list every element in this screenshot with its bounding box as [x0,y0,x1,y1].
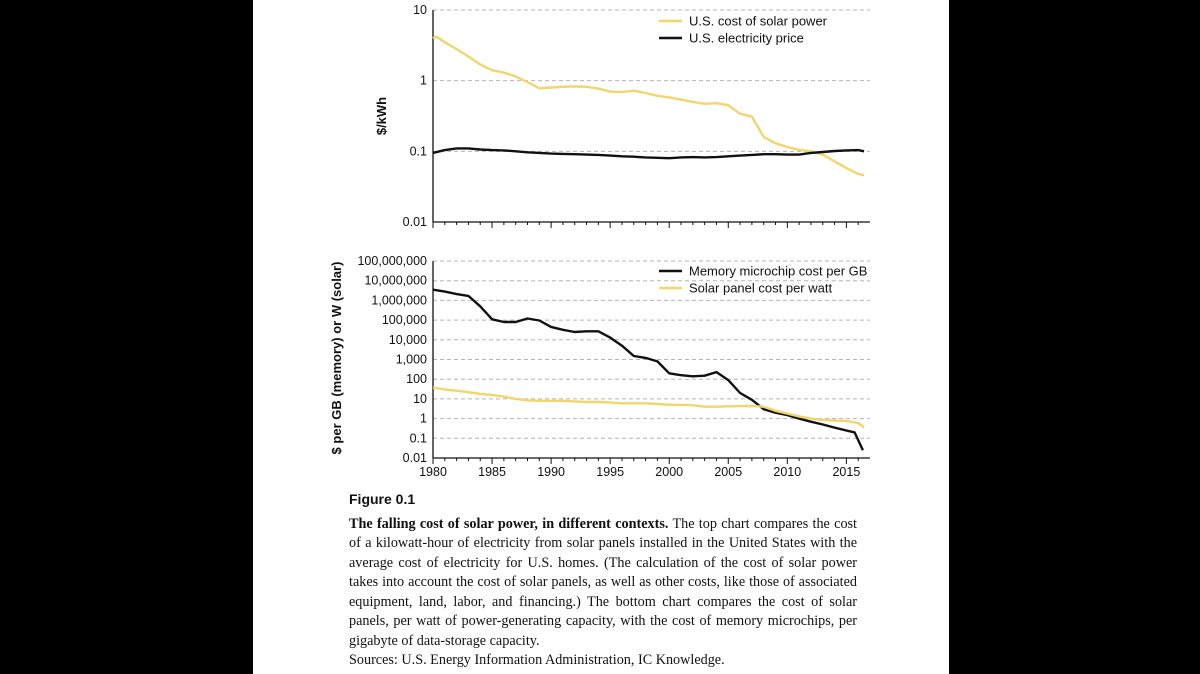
y-axis-label: $ per GB (memory) or W (solar) [329,262,344,455]
figure-label: Figure 0.1 [349,491,416,507]
legend-label: Solar panel cost per watt [689,281,832,296]
figure-caption: Figure 0.1 The falling cost of solar pow… [349,490,857,671]
series-line-1 [432,35,865,177]
y-tick-label: 10 [413,392,427,406]
x-tick-label: 1995 [596,465,624,479]
legend-label: U.S. cost of solar power [689,14,828,29]
top-chart: 0.01 0.1 1 10 $/kWh U.S. cost of solar power U… [374,3,870,229]
series-line-1 [432,288,864,451]
y-tick-label: 0.01 [403,215,427,229]
caption-body: The falling cost of solar power, in diff… [349,515,857,652]
series-line-2 [432,386,865,429]
x-tick-label: 2010 [773,465,801,479]
x-tick-label: 1980 [419,465,447,479]
y-tick-label: 1 [420,74,427,88]
y-axis-label: $/kWh [374,97,389,135]
x-tick-label: 2015 [832,465,860,479]
y-tick-label: 1 [420,412,427,426]
y-tick-label: 0.1 [410,144,427,158]
bottom-chart: 0.01 0.1 1 10 100 1,000 10,000 100,000 1,000,000… [329,254,870,479]
y-tick-label: 0.1 [410,431,427,445]
y-tick-label: 100 [406,372,427,386]
y-tick-label: 10 [413,3,427,17]
caption-text: The top chart compares the cost of a kil… [349,515,857,649]
x-tick-label: 2000 [655,465,683,479]
figure-charts: 0.01 0.1 1 10 $/kWh U.S. cost of solar power U… [329,3,870,479]
x-tick-label: 2005 [714,465,742,479]
y-tick-label: 10,000 [389,333,427,347]
book-page: 0.01 0.1 1 10 $/kWh U.S. cost of solar power U… [253,0,949,674]
legend-label: U.S. electricity price [689,31,804,46]
caption-title: The falling cost of solar power, in diff… [349,515,669,532]
y-tick-label: 10,000,000 [364,274,427,288]
y-tick-label: 0.01 [403,451,427,465]
y-tick-label: 100,000,000 [357,254,427,268]
x-tick-label: 1985 [478,465,506,479]
legend-label: Memory microchip cost per GB [689,264,867,279]
caption-sources: Sources: U.S. Energy Information Adminis… [349,652,725,668]
series-line-2 [432,147,865,160]
y-tick-label: 100,000 [382,313,427,327]
y-tick-label: 1,000 [396,353,427,367]
x-tick-label: 1990 [537,465,565,479]
y-tick-label: 1,000,000 [371,293,427,307]
